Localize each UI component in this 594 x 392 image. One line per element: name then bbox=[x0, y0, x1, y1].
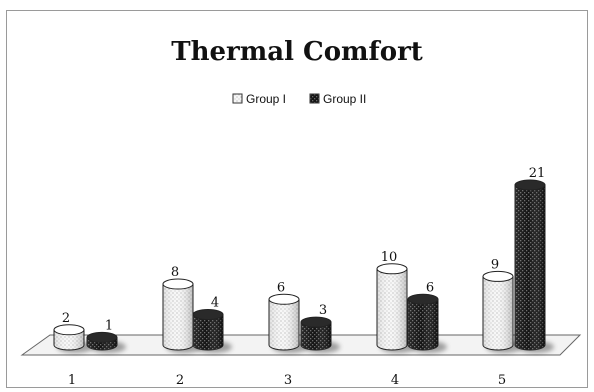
bar-group1-cat1 bbox=[53, 324, 93, 353]
value-label-group1-cat3: 6 bbox=[277, 280, 285, 295]
legend-label-group-1: Group I bbox=[246, 92, 286, 106]
bar-group1-cat4 bbox=[376, 263, 416, 353]
bar-group2-cat3 bbox=[300, 316, 340, 353]
category-label-3: 3 bbox=[284, 373, 292, 388]
value-label-group2-cat1: 1 bbox=[105, 318, 113, 333]
category-label-2: 2 bbox=[176, 373, 184, 388]
legend: Group I Group II bbox=[232, 92, 366, 106]
value-label-group2-cat2: 4 bbox=[211, 296, 219, 311]
legend-swatch-group-1 bbox=[232, 93, 243, 104]
chart-frame bbox=[6, 10, 588, 388]
bar-group1-cat3 bbox=[268, 293, 308, 353]
value-label-group2-cat5: 21 bbox=[529, 166, 546, 181]
value-label-group2-cat4: 6 bbox=[426, 280, 434, 295]
bar-group1-cat5 bbox=[482, 270, 522, 353]
value-label-group1-cat2: 8 bbox=[171, 265, 179, 280]
value-label-group1-cat4: 10 bbox=[381, 250, 398, 265]
category-label-1: 1 bbox=[68, 373, 76, 388]
value-label-group1-cat5: 9 bbox=[491, 257, 499, 272]
bar-group2-cat4 bbox=[407, 293, 447, 353]
chart-title: Thermal Comfort bbox=[171, 37, 423, 67]
legend-label-group-2: Group II bbox=[323, 92, 366, 106]
bar-group2-cat2 bbox=[192, 309, 232, 353]
category-labels: 1 2 3 4 5 bbox=[68, 373, 506, 388]
legend-swatch-group-2 bbox=[309, 93, 320, 104]
value-label-group1-cat1: 2 bbox=[62, 311, 70, 326]
bar-group2-cat1 bbox=[86, 331, 126, 353]
category-label-4: 4 bbox=[391, 373, 399, 388]
category-label-5: 5 bbox=[498, 373, 506, 388]
value-label-group2-cat3: 3 bbox=[319, 303, 327, 318]
bar-group2-cat5 bbox=[514, 179, 554, 353]
